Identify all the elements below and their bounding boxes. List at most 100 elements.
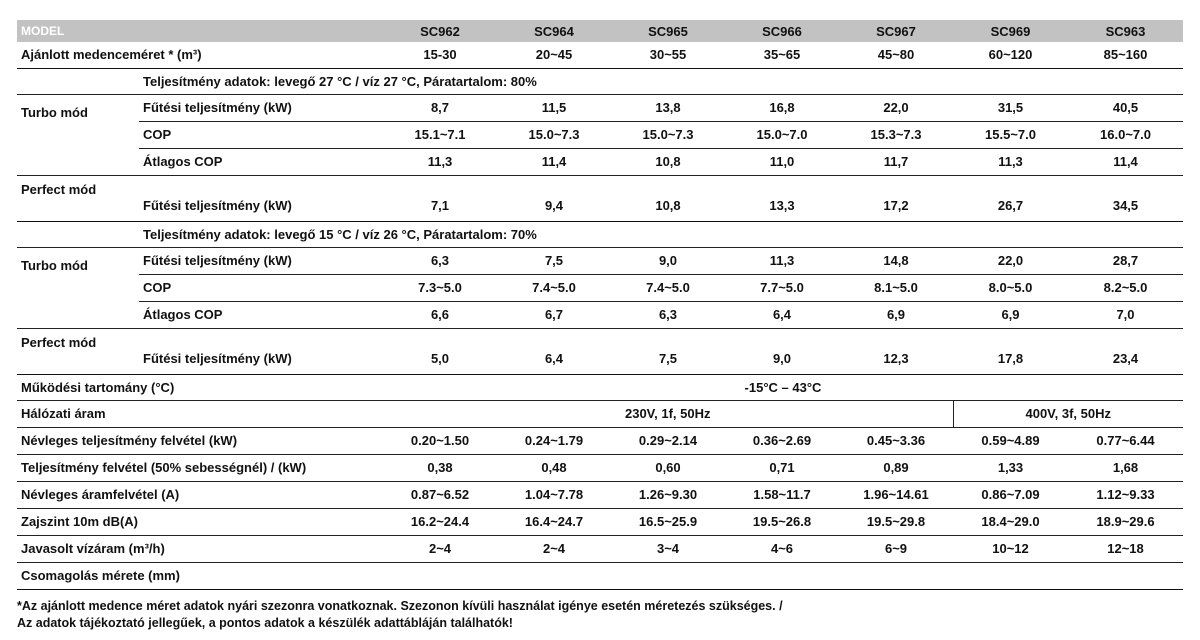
cell-value: 7.4~5.0 bbox=[497, 274, 611, 302]
cell-value: 13,3 bbox=[725, 175, 839, 222]
cell-value: 9,0 bbox=[611, 247, 725, 275]
cell-value: 0.86~7.09 bbox=[953, 481, 1068, 509]
cell-value: 0,60 bbox=[611, 454, 725, 482]
cell-value: 0.24~1.79 bbox=[497, 427, 611, 455]
table-row: Perfect mód Fűtési teljesítmény (kW) 7,1… bbox=[17, 175, 1183, 222]
table-row: COP 7.3~5.0 7.4~5.0 7.4~5.0 7.7~5.0 8.1~… bbox=[17, 274, 1183, 302]
row-label: Átlagos COP bbox=[139, 148, 383, 176]
row-label: Fűtési teljesítmény (kW) bbox=[139, 328, 383, 375]
cell-value: 13,8 bbox=[611, 94, 725, 122]
row-label: Átlagos COP bbox=[139, 301, 383, 329]
cell-value: 1.26~9.30 bbox=[611, 481, 725, 509]
cell-value: 1,33 bbox=[953, 454, 1068, 482]
cell-value: 35~65 bbox=[725, 42, 839, 69]
condition-label: Teljesítmény adatok: levegő 27 °C / víz … bbox=[139, 68, 1183, 95]
cell-value: 11,3 bbox=[725, 247, 839, 275]
cell-value: 6,4 bbox=[497, 328, 611, 375]
cell-value: 10,8 bbox=[611, 175, 725, 222]
cell-value: 0.45~3.36 bbox=[839, 427, 953, 455]
cell-value: 7,0 bbox=[1068, 301, 1183, 329]
table-row: Turbo mód Fűtési teljesítmény (kW) 8,7 1… bbox=[17, 94, 1183, 176]
cell-value: 3~4 bbox=[611, 535, 725, 563]
row-label: Csomagolás mérete (mm) bbox=[17, 562, 383, 590]
cell-value: 11,0 bbox=[725, 148, 839, 176]
cell-value: 0,71 bbox=[725, 454, 839, 482]
cell-value: 10,8 bbox=[611, 148, 725, 176]
row-label: Működési tartomány (°C) bbox=[17, 374, 383, 401]
row-label: Teljesítmény felvétel (50% sebességnél) … bbox=[17, 454, 383, 482]
cell-value: 6,7 bbox=[497, 301, 611, 329]
footnote: *Az ajánlott medence méret adatok nyári … bbox=[17, 598, 1183, 632]
model-name: SC964 bbox=[497, 20, 611, 42]
condition-row: Teljesítmény adatok: levegő 15 °C / víz … bbox=[17, 221, 1183, 248]
cell-value: 17,8 bbox=[953, 328, 1068, 375]
cell-value: 26,7 bbox=[953, 175, 1068, 222]
table-row: Zajszint 10m dB(A) 16.2~24.4 16.4~24.7 1… bbox=[17, 508, 1183, 536]
cell-value: 0.20~1.50 bbox=[383, 427, 497, 455]
cell-value: 1,68 bbox=[1068, 454, 1183, 482]
cell-value: 7.7~5.0 bbox=[725, 274, 839, 302]
cell-value: 1.12~9.33 bbox=[1068, 481, 1183, 509]
cell-value: 6,9 bbox=[953, 301, 1068, 329]
cell-value: 230V, 1f, 50Hz bbox=[383, 400, 953, 428]
cell-value: 400V, 3f, 50Hz bbox=[952, 400, 1183, 428]
cell-value: 22,0 bbox=[953, 247, 1068, 275]
cell-value: 1.96~14.61 bbox=[839, 481, 953, 509]
cell-value: 0.29~2.14 bbox=[611, 427, 725, 455]
cell-value: 6~9 bbox=[839, 535, 953, 563]
cell-value: 9,4 bbox=[497, 175, 611, 222]
cell-value: 60~120 bbox=[953, 42, 1068, 69]
cell-value: 9,0 bbox=[725, 328, 839, 375]
cell-value: 0.36~2.69 bbox=[725, 427, 839, 455]
row-label: Névleges áramfelvétel (A) bbox=[17, 481, 383, 509]
cell-value: 14,8 bbox=[839, 247, 953, 275]
model-name: SC967 bbox=[839, 20, 953, 42]
cell-value: 0,48 bbox=[497, 454, 611, 482]
model-header-row: MODEL SC962 SC964 SC965 SC966 SC967 SC96… bbox=[17, 20, 1183, 42]
row-label: COP bbox=[139, 121, 383, 149]
table-row: Átlagos COP 11,3 11,4 10,8 11,0 11,7 11,… bbox=[17, 148, 1183, 176]
footnote-line: *Az ajánlott medence méret adatok nyári … bbox=[17, 599, 783, 613]
pool-size-row: Ajánlott medenceméret * (m³) 15-30 20~45… bbox=[17, 42, 1183, 69]
operating-range-row: Működési tartomány (°C) -15°C – 43°C bbox=[17, 374, 1183, 401]
cell-value: 17,2 bbox=[839, 175, 953, 222]
cell-value: 15.0~7.0 bbox=[725, 121, 839, 149]
cell-value: 22,0 bbox=[839, 94, 953, 122]
model-name: SC962 bbox=[383, 20, 497, 42]
cell-value: 0,89 bbox=[839, 454, 953, 482]
table-row: Névleges teljesítmény felvétel (kW) 0.20… bbox=[17, 427, 1183, 455]
cell-value: 40,5 bbox=[1068, 94, 1183, 122]
table-row: Átlagos COP 6,6 6,7 6,3 6,4 6,9 6,9 7,0 bbox=[17, 301, 1183, 329]
model-name: SC969 bbox=[953, 20, 1068, 42]
cell-value: 23,4 bbox=[1068, 328, 1183, 375]
cell-value: -15°C – 43°C bbox=[383, 374, 1183, 401]
cell-value: 0.59~4.89 bbox=[953, 427, 1068, 455]
cell-value: 10~12 bbox=[953, 535, 1068, 563]
row-label: Fűtési teljesítmény (kW) bbox=[139, 175, 383, 222]
condition-row: Teljesítmény adatok: levegő 27 °C / víz … bbox=[17, 68, 1183, 95]
model-name: SC966 bbox=[725, 20, 839, 42]
cell-value: 1.58~11.7 bbox=[725, 481, 839, 509]
cell-value: 1.04~7.78 bbox=[497, 481, 611, 509]
cell-value: 16.2~24.4 bbox=[383, 508, 497, 536]
cell-value: 15.0~7.3 bbox=[497, 121, 611, 149]
row-label: Fűtési teljesítmény (kW) bbox=[139, 94, 383, 122]
cell-value: 11,3 bbox=[383, 148, 497, 176]
row-label: Fűtési teljesítmény (kW) bbox=[139, 247, 383, 275]
cell-value: 2~4 bbox=[383, 535, 497, 563]
cell-value: 19.5~29.8 bbox=[839, 508, 953, 536]
model-header-label: MODEL bbox=[17, 20, 383, 42]
table-row: Perfect mód Fűtési teljesítmény (kW) 5,0… bbox=[17, 328, 1183, 375]
mode-group-label: Turbo mód bbox=[17, 247, 139, 329]
row-label: Javasolt vízáram (m³/h) bbox=[17, 535, 383, 563]
cell-value: 16.0~7.0 bbox=[1068, 121, 1183, 149]
cell-value: 7.4~5.0 bbox=[611, 274, 725, 302]
cell-value: 12~18 bbox=[1068, 535, 1183, 563]
spec-table: MODEL SC962 SC964 SC965 SC966 SC967 SC96… bbox=[17, 20, 1183, 590]
table-row: Teljesítmény felvétel (50% sebességnél) … bbox=[17, 454, 1183, 482]
cell-value: 16.5~25.9 bbox=[611, 508, 725, 536]
condition-label: Teljesítmény adatok: levegő 15 °C / víz … bbox=[139, 221, 1183, 248]
cell-value: 16.4~24.7 bbox=[497, 508, 611, 536]
cell-value: 18.4~29.0 bbox=[953, 508, 1068, 536]
